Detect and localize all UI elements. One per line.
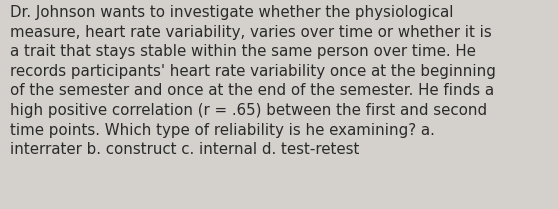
Text: Dr. Johnson wants to investigate whether the physiological
measure, heart rate v: Dr. Johnson wants to investigate whether… [10,5,496,157]
